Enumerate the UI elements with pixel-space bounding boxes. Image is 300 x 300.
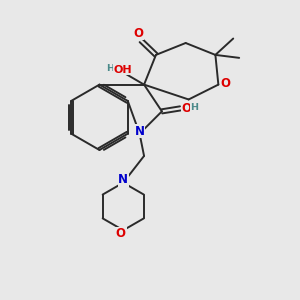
Text: N: N [135, 125, 145, 138]
Text: H: H [190, 103, 199, 112]
Text: O: O [116, 227, 126, 240]
Text: O: O [134, 27, 144, 40]
Text: O: O [221, 76, 231, 90]
Text: OH: OH [114, 65, 133, 75]
Text: O: O [182, 102, 192, 115]
Text: H: H [106, 64, 115, 74]
Text: N: N [118, 173, 128, 186]
